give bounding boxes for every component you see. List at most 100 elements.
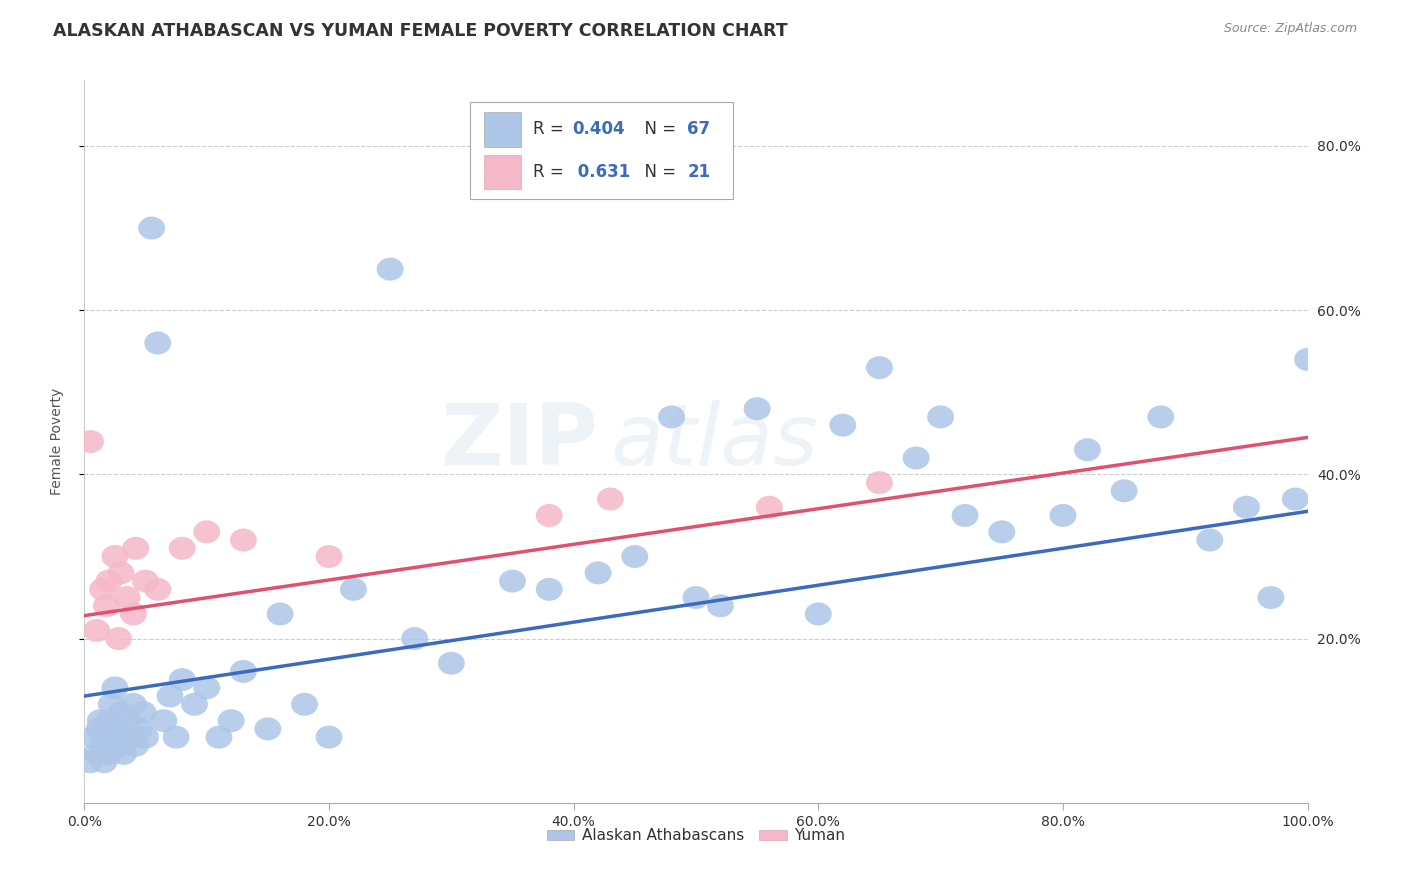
- Ellipse shape: [110, 742, 136, 765]
- Ellipse shape: [1111, 479, 1137, 502]
- Ellipse shape: [1282, 488, 1309, 510]
- Ellipse shape: [122, 537, 149, 560]
- Ellipse shape: [114, 586, 141, 609]
- Ellipse shape: [927, 405, 955, 428]
- Ellipse shape: [169, 537, 195, 560]
- Ellipse shape: [132, 725, 159, 748]
- Ellipse shape: [1049, 504, 1077, 527]
- Ellipse shape: [169, 668, 195, 691]
- Ellipse shape: [83, 742, 110, 765]
- Ellipse shape: [129, 701, 156, 724]
- Ellipse shape: [93, 594, 120, 617]
- Ellipse shape: [193, 520, 221, 543]
- Ellipse shape: [756, 496, 783, 519]
- Text: Source: ZipAtlas.com: Source: ZipAtlas.com: [1223, 22, 1357, 36]
- Ellipse shape: [231, 660, 257, 683]
- Ellipse shape: [1233, 496, 1260, 519]
- Ellipse shape: [108, 561, 135, 584]
- Bar: [484, 112, 522, 147]
- Text: R =: R =: [533, 120, 569, 138]
- Ellipse shape: [536, 504, 562, 527]
- Ellipse shape: [108, 734, 135, 756]
- Ellipse shape: [804, 602, 832, 625]
- Ellipse shape: [401, 627, 427, 650]
- Ellipse shape: [1257, 586, 1284, 609]
- Ellipse shape: [101, 545, 128, 568]
- Ellipse shape: [536, 578, 562, 601]
- Ellipse shape: [122, 734, 149, 756]
- Ellipse shape: [108, 701, 135, 724]
- Ellipse shape: [744, 397, 770, 420]
- Text: N =: N =: [634, 120, 681, 138]
- Ellipse shape: [77, 430, 104, 453]
- Ellipse shape: [340, 578, 367, 601]
- Ellipse shape: [87, 709, 114, 732]
- Ellipse shape: [89, 578, 117, 601]
- Ellipse shape: [150, 709, 177, 732]
- Ellipse shape: [145, 332, 172, 354]
- Legend: Alaskan Athabascans, Yuman: Alaskan Athabascans, Yuman: [540, 822, 852, 849]
- Ellipse shape: [120, 602, 146, 625]
- Text: 67: 67: [688, 120, 710, 138]
- Ellipse shape: [621, 545, 648, 568]
- Ellipse shape: [96, 570, 122, 592]
- Ellipse shape: [1147, 405, 1174, 428]
- Text: R =: R =: [533, 163, 569, 181]
- Ellipse shape: [315, 545, 343, 568]
- Text: 0.631: 0.631: [572, 163, 631, 181]
- Ellipse shape: [707, 594, 734, 617]
- Text: 21: 21: [688, 163, 710, 181]
- Ellipse shape: [77, 750, 104, 773]
- Ellipse shape: [1074, 438, 1101, 461]
- Ellipse shape: [903, 447, 929, 469]
- Ellipse shape: [96, 709, 122, 732]
- Ellipse shape: [988, 520, 1015, 543]
- Text: N =: N =: [634, 163, 681, 181]
- Ellipse shape: [89, 734, 117, 756]
- Ellipse shape: [315, 725, 343, 748]
- Y-axis label: Female Poverty: Female Poverty: [49, 388, 63, 495]
- Ellipse shape: [138, 217, 165, 240]
- Ellipse shape: [231, 529, 257, 551]
- Ellipse shape: [499, 570, 526, 592]
- Ellipse shape: [114, 709, 141, 732]
- Ellipse shape: [98, 693, 125, 715]
- Ellipse shape: [145, 578, 172, 601]
- Ellipse shape: [127, 717, 153, 740]
- Ellipse shape: [1294, 348, 1322, 371]
- Ellipse shape: [193, 676, 221, 699]
- Ellipse shape: [90, 750, 117, 773]
- Bar: [484, 154, 522, 189]
- Ellipse shape: [83, 619, 110, 642]
- Ellipse shape: [866, 356, 893, 379]
- Ellipse shape: [105, 627, 132, 650]
- Ellipse shape: [254, 717, 281, 740]
- Ellipse shape: [96, 742, 122, 765]
- Text: 0.404: 0.404: [572, 120, 626, 138]
- Ellipse shape: [866, 471, 893, 494]
- Ellipse shape: [218, 709, 245, 732]
- Ellipse shape: [80, 725, 108, 748]
- Ellipse shape: [658, 405, 685, 428]
- Ellipse shape: [267, 602, 294, 625]
- Text: atlas: atlas: [610, 400, 818, 483]
- Ellipse shape: [682, 586, 710, 609]
- Ellipse shape: [181, 693, 208, 715]
- Ellipse shape: [830, 414, 856, 436]
- Ellipse shape: [1197, 529, 1223, 551]
- Ellipse shape: [163, 725, 190, 748]
- Ellipse shape: [598, 488, 624, 510]
- Ellipse shape: [952, 504, 979, 527]
- Ellipse shape: [156, 684, 183, 707]
- Text: ZIP: ZIP: [440, 400, 598, 483]
- Ellipse shape: [120, 693, 146, 715]
- Ellipse shape: [93, 725, 120, 748]
- Text: ALASKAN ATHABASCAN VS YUMAN FEMALE POVERTY CORRELATION CHART: ALASKAN ATHABASCAN VS YUMAN FEMALE POVER…: [53, 22, 787, 40]
- Ellipse shape: [205, 725, 232, 748]
- Ellipse shape: [132, 570, 159, 592]
- Ellipse shape: [104, 725, 131, 748]
- Ellipse shape: [117, 725, 145, 748]
- Ellipse shape: [291, 693, 318, 715]
- Ellipse shape: [101, 717, 128, 740]
- FancyBboxPatch shape: [470, 102, 733, 200]
